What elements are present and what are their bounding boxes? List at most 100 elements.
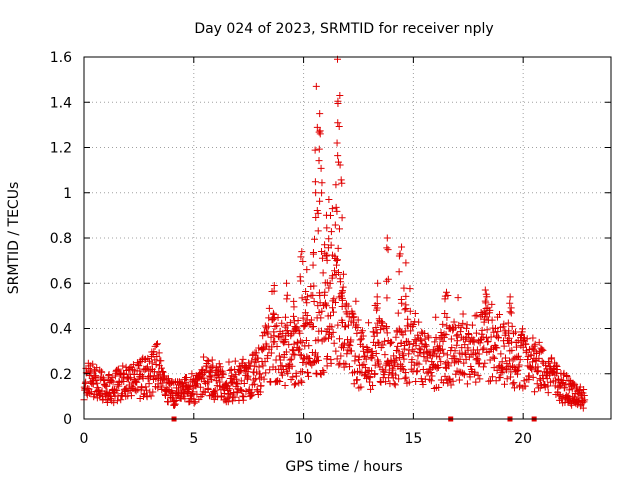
data-point [280, 339, 288, 347]
data-point [149, 388, 157, 396]
data-point [442, 331, 450, 339]
data-point [321, 241, 329, 249]
data-point [445, 375, 453, 383]
data-point [471, 368, 479, 376]
data-point [475, 360, 483, 368]
data-point [360, 347, 368, 355]
data-point [91, 367, 99, 375]
data-point [303, 299, 311, 307]
data-point [521, 382, 529, 390]
data-point [340, 344, 348, 352]
plot-frame [83, 56, 612, 420]
data-point [296, 351, 304, 359]
data-point [274, 314, 282, 322]
data-point [311, 178, 319, 186]
data-point [472, 329, 480, 337]
data-point [520, 334, 528, 342]
data-point [456, 355, 464, 363]
data-point [415, 318, 423, 326]
data-point [497, 350, 505, 358]
data-point [311, 235, 319, 243]
data-point [155, 349, 163, 357]
x-tick-label: 15 [404, 431, 422, 447]
data-point [292, 372, 300, 380]
data-point [309, 249, 317, 257]
data-point [299, 358, 307, 366]
data-point [329, 251, 337, 259]
data-point [579, 404, 587, 412]
data-point [473, 311, 481, 319]
data-point [408, 356, 416, 364]
data-point [209, 362, 217, 370]
data-point [281, 382, 289, 390]
data-point [312, 82, 320, 90]
data-point [431, 347, 439, 355]
data-point [473, 354, 481, 362]
data-point [402, 259, 410, 267]
y-tick-label: 0.2 [50, 367, 72, 383]
data-point [318, 189, 326, 197]
data-point [510, 379, 518, 387]
data-point [267, 333, 275, 341]
data-point [443, 313, 451, 321]
data-point [539, 346, 547, 354]
data-point [101, 391, 109, 399]
data-point [490, 328, 498, 336]
data-point [506, 357, 514, 365]
data-point [231, 357, 239, 365]
data-point [399, 352, 407, 360]
data-point [311, 146, 319, 154]
data-point [434, 364, 442, 372]
data-point [383, 329, 391, 337]
data-point [508, 346, 516, 354]
data-point [396, 354, 404, 362]
data-point [229, 397, 237, 405]
data-point [339, 270, 347, 278]
data-point [476, 375, 484, 383]
data-point [318, 307, 326, 315]
data-point [431, 338, 439, 346]
data-point [351, 352, 359, 360]
data-point [270, 332, 278, 340]
data-point [170, 379, 178, 387]
data-point [264, 322, 272, 330]
data-point [401, 375, 409, 383]
data-point [282, 348, 290, 356]
data-point [523, 347, 531, 355]
data-point [372, 324, 380, 332]
data-point [357, 383, 365, 391]
data-point [479, 333, 487, 341]
y-tick-label: 0.4 [50, 322, 72, 338]
data-point [341, 323, 349, 331]
data-point [442, 288, 450, 296]
data-point [153, 340, 161, 348]
data-point [264, 352, 272, 360]
data-point [227, 389, 235, 397]
data-point [325, 235, 333, 243]
data-point [512, 328, 520, 336]
data-point [487, 333, 495, 341]
data-point [383, 294, 391, 302]
data-point [330, 295, 338, 303]
data-point [374, 338, 382, 346]
data-point [248, 391, 256, 399]
data-point [478, 326, 486, 334]
data-point [483, 313, 491, 321]
data-point [135, 359, 143, 367]
data-point [317, 314, 325, 322]
data-point [226, 367, 234, 375]
data-point [544, 389, 552, 397]
data-point [200, 353, 208, 361]
data-point [245, 359, 253, 367]
data-point [490, 354, 498, 362]
data-point [250, 362, 258, 370]
data-point [107, 377, 115, 385]
data-point [109, 378, 117, 386]
data-point [363, 374, 371, 382]
data-point [327, 241, 335, 249]
data-point [481, 297, 489, 305]
data-point [303, 293, 311, 301]
data-point [271, 322, 279, 330]
data-point [114, 365, 122, 373]
data-point [406, 340, 414, 348]
